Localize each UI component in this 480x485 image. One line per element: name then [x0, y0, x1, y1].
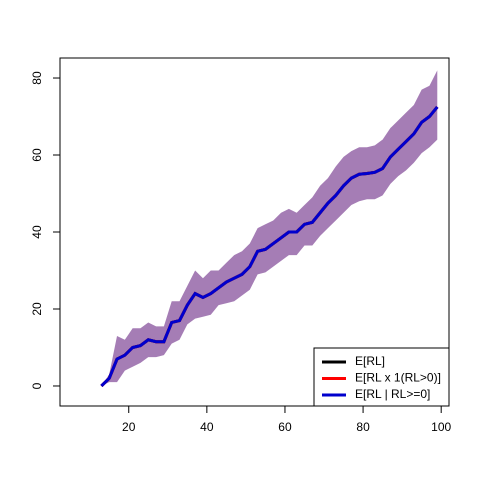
x-tick-label: 40 [200, 420, 214, 434]
x-tick-label: 20 [122, 420, 136, 434]
y-tick-label: 20 [30, 302, 44, 316]
x-tick-label: 100 [431, 420, 451, 434]
band [101, 70, 438, 386]
legend-label: E[RL x 1(RL>0)] [355, 371, 441, 385]
y-tick-label: 40 [30, 225, 44, 239]
x-tick-label: 60 [278, 420, 292, 434]
line [100, 105, 439, 388]
legend-label: E[RL] [355, 354, 385, 368]
y-tick-label: 0 [30, 382, 44, 389]
x-tick-label: 80 [356, 420, 370, 434]
legend-label: E[RL | RL>=0] [355, 387, 430, 401]
y-tick-label: 80 [30, 71, 44, 85]
y-tick-label: 60 [30, 148, 44, 162]
